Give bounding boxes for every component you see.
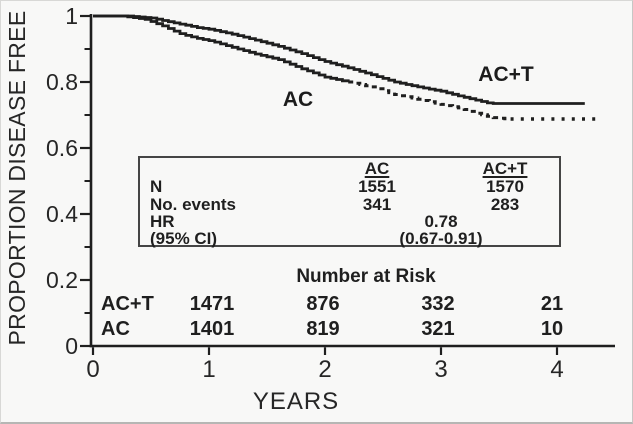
risk-row-label-act: AC+T (101, 293, 154, 315)
inset-row-label-events: No. events (150, 195, 236, 214)
inset-value-n-ac: 1551 (358, 177, 396, 196)
number-at-risk-title: Number at Risk (296, 266, 436, 287)
summary-inset-box: AC AC+T N 1551 1570 No. events 341 283 H… (138, 156, 561, 248)
inset-value-hr: 0.78 (424, 212, 458, 231)
y-tick-label: 0.4 (46, 201, 78, 227)
risk-value: 876 (306, 293, 340, 315)
risk-value: 321 (421, 318, 455, 340)
x-axis-title: YEARS (252, 388, 340, 415)
x-tick-label: 2 (318, 356, 332, 383)
risk-value: 819 (306, 318, 340, 340)
inset-value-events-ac: 341 (362, 195, 392, 214)
y-tick-label: 0 (65, 333, 78, 359)
y-tick-label: 0.2 (46, 267, 78, 293)
inset-value-events-act: 283 (490, 195, 520, 214)
inset-row-label-hr: HR (150, 212, 175, 231)
x-tick-label: 1 (202, 356, 216, 383)
y-tick-label: 0.6 (46, 135, 78, 161)
inset-row-label-ci: (95% CI) (150, 229, 218, 248)
risk-value: 21 (540, 293, 564, 315)
y-tick-label: 1 (65, 3, 78, 29)
inset-row-label-n: N (150, 177, 163, 196)
y-axis-title: PROPORTION DISEASE FREE (4, 10, 30, 346)
x-tick-label: 4 (550, 356, 564, 383)
risk-value: 1471 (189, 293, 235, 315)
risk-value: 1401 (189, 318, 235, 340)
x-tick-label: 3 (434, 356, 448, 383)
risk-value: 332 (421, 293, 455, 315)
inset-col-header-ac: AC (364, 159, 390, 178)
risk-value: 10 (540, 318, 564, 340)
curve-label-ac: AC (282, 88, 314, 111)
inset-value-ci: (0.67-0.91) (399, 229, 483, 248)
y-tick-label: 0.8 (46, 69, 78, 95)
inset-col-header-act: AC+T (482, 159, 528, 178)
x-tick-label: 0 (86, 356, 100, 383)
curve-label-ac-t: AC+T (478, 63, 534, 86)
risk-row-label-ac: AC (101, 318, 130, 340)
inset-value-n-act: 1570 (486, 177, 524, 196)
